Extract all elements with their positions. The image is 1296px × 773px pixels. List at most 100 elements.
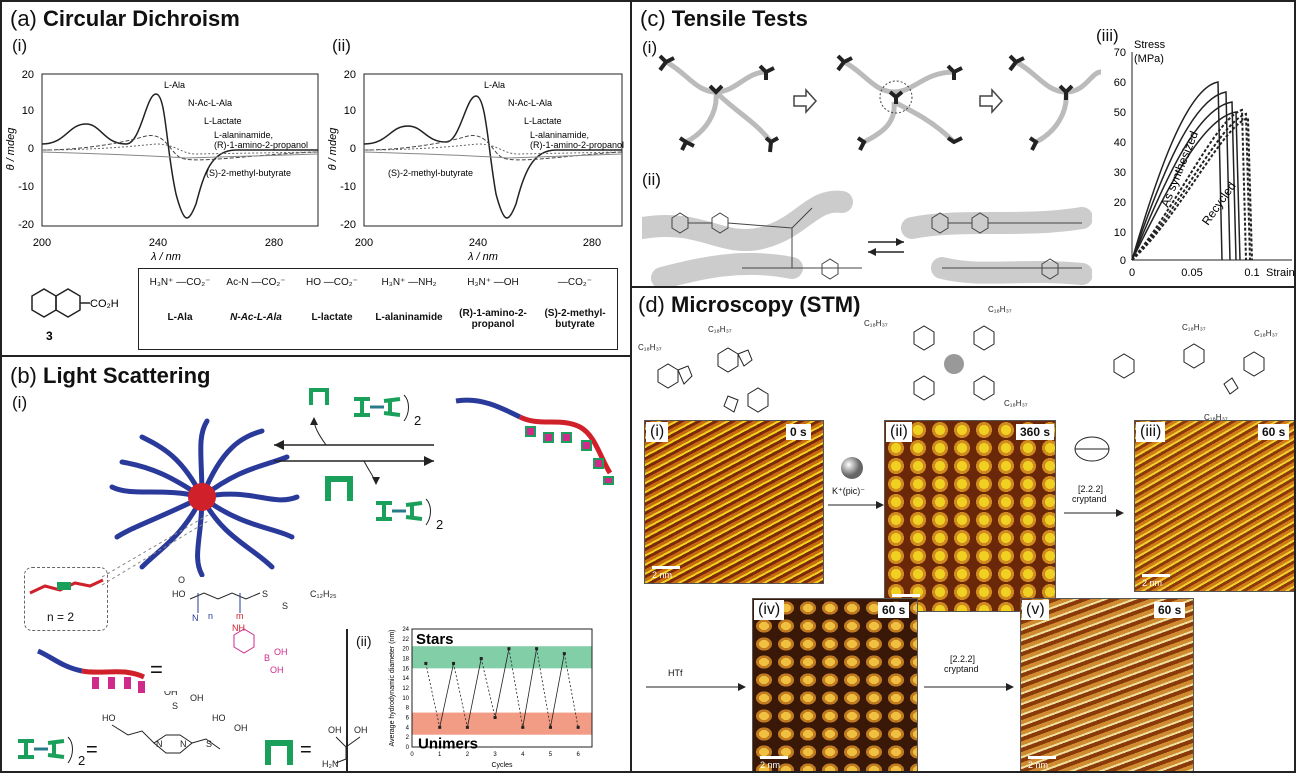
tensile-chart: Stress (MPa) 70 60 50 40 30 20 10 0 0 0.… bbox=[1114, 39, 1294, 279]
network-sketch-3 bbox=[1008, 54, 1102, 151]
alkyl-k3: C₁₈H₃₇ bbox=[1004, 399, 1028, 408]
amine-icon-large bbox=[325, 476, 353, 501]
stm-label-4: (iv) bbox=[754, 600, 785, 620]
compound-3-structure: CO₂H 3 bbox=[31, 288, 119, 343]
guest-5: —CO₂⁻ (S)-2-methyl-butyrate bbox=[537, 277, 613, 330]
panel-c-title: (c) Tensile Tests bbox=[640, 6, 808, 31]
chem-nh: NH bbox=[232, 623, 245, 633]
ytick-label-5: 10 bbox=[402, 696, 409, 702]
am-oh1: OH bbox=[328, 725, 342, 735]
cd-ii-ytick-0: 20 bbox=[344, 69, 356, 81]
stm-label-3: (iii) bbox=[1136, 422, 1166, 442]
ytick-label-2: 4 bbox=[406, 725, 410, 731]
guest-0-name: L-Ala bbox=[167, 312, 193, 323]
band-0 bbox=[412, 646, 592, 669]
ytick-label-12: 24 bbox=[402, 627, 409, 633]
equals-sign-3: = bbox=[300, 739, 312, 761]
xtick-label-6: 6 bbox=[576, 752, 580, 758]
cd-ii-ytick-2: 0 bbox=[350, 143, 356, 155]
network-sketch-2 bbox=[836, 54, 963, 151]
chem-b: B bbox=[264, 653, 270, 663]
series-segment-1 bbox=[439, 663, 454, 728]
xl-oh1: OH bbox=[190, 693, 204, 703]
divider-line bbox=[346, 629, 348, 771]
unimer-polymer bbox=[455, 397, 614, 485]
tensile-xtick-2: 0.1 bbox=[1244, 267, 1259, 279]
chem-n: N bbox=[192, 613, 199, 623]
ytick-label-6: 12 bbox=[402, 686, 409, 692]
amine-icon-small bbox=[309, 388, 329, 405]
alkyl-r2: C₁₈H₃₇ bbox=[1254, 329, 1278, 338]
xtick-label-0: 0 bbox=[410, 752, 414, 758]
stm-time-1: 0 s bbox=[786, 424, 811, 440]
panel-b-sub-i: (i) bbox=[12, 393, 28, 412]
guest-1-name: N-Ac-L-Ala bbox=[230, 312, 282, 323]
chem-oh2: OH bbox=[270, 665, 284, 675]
cd-i-ytick-0: 20 bbox=[22, 69, 34, 81]
data-point-8 bbox=[535, 647, 539, 651]
cd-ii-xtick-2: 280 bbox=[583, 237, 601, 249]
cd-ii-ytick-1: 10 bbox=[344, 105, 356, 117]
stm-label-1: (i) bbox=[646, 422, 669, 442]
panel-c: (c) Tensile Tests (i) (ii) (iii) bbox=[630, 0, 1296, 288]
xl-n1: N bbox=[156, 739, 163, 749]
chem-s1: S bbox=[262, 589, 268, 599]
cd-i-label-1: N-Ac-L-Ala bbox=[188, 98, 232, 108]
polymer-chain-icon bbox=[36, 648, 146, 693]
arrow-1 bbox=[828, 501, 884, 509]
crosslinker-bottom-sub: 2 bbox=[78, 753, 86, 768]
recycled-label: Recycled bbox=[1199, 179, 1239, 227]
cd-i-label-2: L-Lactate bbox=[204, 116, 242, 126]
data-point-0 bbox=[424, 661, 428, 665]
xl-s2: S bbox=[206, 739, 212, 749]
cd-ii-ytick-3: -10 bbox=[340, 181, 356, 193]
xl-s1: S bbox=[172, 701, 178, 711]
series-segment-10 bbox=[563, 653, 579, 728]
chem-s2: S bbox=[282, 601, 288, 611]
stm-image-3 bbox=[1134, 420, 1294, 592]
tensile-ytick-0: 70 bbox=[1114, 47, 1126, 59]
crosslink-icon bbox=[29, 578, 104, 595]
guest-4-formula: H₃N⁺ —OH bbox=[467, 277, 519, 288]
tensile-xtick-0: 0 bbox=[1129, 267, 1135, 279]
series-segment-8 bbox=[536, 648, 551, 728]
panel-a: (a) Circular Dichroism (i) (ii) 20 10 0 … bbox=[0, 0, 632, 357]
alkyl-l1: C₁₈H₃₇ bbox=[638, 343, 662, 352]
cd-i-ytick-2: 0 bbox=[28, 143, 34, 155]
data-point-6 bbox=[507, 647, 511, 651]
guest-1-formula: Ac-N —CO₂⁻ bbox=[226, 277, 286, 288]
polymer-structure: HO O N m n S S C₁₂H₂₅ NH B OH OH bbox=[172, 575, 337, 675]
chem-m: m bbox=[236, 611, 244, 621]
panel-a-sub-i: (i) bbox=[12, 36, 28, 55]
tensile-ytick-7: 0 bbox=[1120, 255, 1126, 267]
stm-scale-4: 2 nm bbox=[760, 756, 788, 770]
unimers-band-label: Unimers bbox=[418, 736, 478, 753]
tensile-ytick-4: 30 bbox=[1114, 167, 1126, 179]
alkyl-r3: C₁₈H₃₇ bbox=[1204, 413, 1228, 422]
cd-i-ytick-1: 10 bbox=[22, 105, 34, 117]
ytick-label-7: 14 bbox=[402, 676, 409, 682]
reagent-3: HTf bbox=[668, 668, 683, 678]
stm-image-1 bbox=[644, 420, 824, 584]
reagent-4b: cryptand bbox=[944, 664, 979, 674]
guanine-structure-right: C₁₈H₃₇ C₁₈H₃₇ C₁₈H₃₇ bbox=[1113, 323, 1278, 422]
series-segment-7 bbox=[522, 648, 538, 728]
stm-scale-3: 2 nm bbox=[1142, 574, 1170, 588]
crosslinker-structure: HO OH S OH N N S OH HO bbox=[102, 691, 248, 754]
reagent-4: [2.2.2] bbox=[950, 654, 976, 664]
series-segment-2 bbox=[453, 663, 468, 728]
n-label: n = 2 bbox=[47, 610, 75, 624]
exchange-reaction bbox=[642, 190, 1092, 286]
cd-i-label-3: L-alaninamide, bbox=[214, 130, 273, 140]
arrow-2 bbox=[1064, 509, 1124, 517]
ytick-label-11: 22 bbox=[402, 637, 409, 643]
cd-i-label-4: (R)-1-amino-2-propanol bbox=[214, 140, 308, 150]
xtick-label-3: 3 bbox=[493, 752, 497, 758]
guest-3-name: L-alaninamide bbox=[375, 312, 443, 323]
ytick-label-0: 0 bbox=[406, 745, 410, 751]
reagent-2: [2.2.2] bbox=[1078, 484, 1104, 494]
cd-i-ylabel: θ / mdeg bbox=[6, 127, 17, 171]
star-polymer bbox=[109, 418, 300, 577]
xtick-label-5: 5 bbox=[549, 752, 553, 758]
cd-ii-label-4: (R)-1-amino-2-propanol bbox=[530, 140, 624, 150]
